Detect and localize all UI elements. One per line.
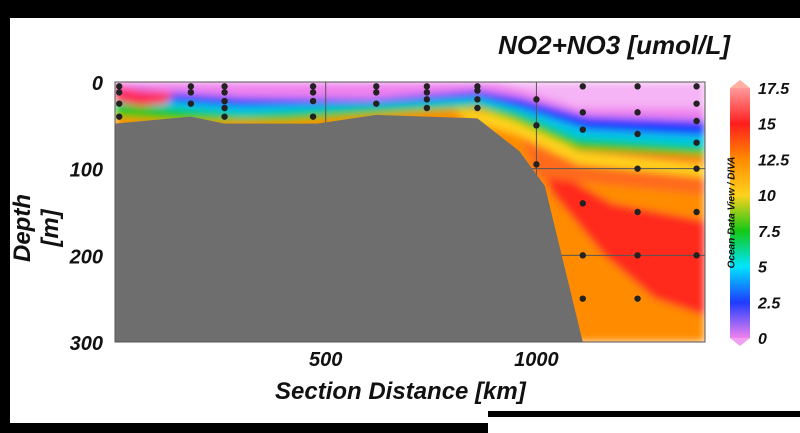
y-tick-label: 100 — [70, 160, 103, 182]
colorbar-tick-labels: 0 2.5 5 7.5 10 12.5 15 17.5 — [757, 81, 790, 348]
station-sample-dot — [373, 100, 380, 107]
station-sample-dot — [116, 83, 123, 90]
field-band — [452, 108, 705, 178]
station-sample-dot — [579, 83, 586, 90]
station-sample-dot — [533, 122, 540, 129]
station-sample-dot — [693, 165, 700, 172]
colorbar-tick-label: 10 — [758, 188, 776, 205]
station-sample-dot — [579, 109, 586, 116]
colorbar-tick-label: 0 — [758, 331, 767, 348]
station-sample-dot — [634, 252, 641, 259]
station-sample-dot — [579, 126, 586, 133]
station-sample-dot — [533, 96, 540, 103]
frame-bottom-bar-right — [488, 411, 800, 417]
frame-top-bar — [0, 0, 800, 18]
station-sample-dot — [221, 83, 228, 90]
colorbar-top-cap — [730, 80, 750, 88]
field-band — [115, 85, 174, 107]
y-tick-label: 200 — [69, 246, 103, 268]
colorbar-tick-label: 2.5 — [757, 295, 781, 312]
station-sample-dot — [634, 295, 641, 302]
y-tick-label: 0 — [92, 73, 103, 95]
station-sample-dot — [693, 100, 700, 107]
colorbar-tick-label: 15 — [758, 117, 777, 134]
station-sample-dot — [634, 165, 641, 172]
station-sample-dot — [423, 96, 431, 103]
station-samples — [116, 83, 700, 302]
station-sample-dot — [309, 89, 317, 96]
station-sample-dot — [634, 208, 641, 216]
x-tick-label: 1000 — [514, 349, 559, 371]
x-tick-label: 500 — [309, 349, 342, 371]
station-sample-dot — [579, 295, 586, 302]
frame-left-bar — [0, 0, 10, 433]
station-sample-dot — [221, 104, 228, 112]
station-sample-dot — [187, 100, 195, 107]
station-sample-dot — [474, 87, 481, 94]
station-sample-dot — [221, 89, 228, 96]
y-axis-label: Depth [m] — [9, 194, 64, 262]
station-sample-dot — [474, 96, 481, 103]
station-sample-dot — [693, 208, 700, 216]
chart-title: NO2+NO3 [umol/L] — [498, 30, 730, 60]
field-band — [536, 160, 705, 316]
station-sample-dot — [579, 200, 586, 207]
station-sample-dot — [423, 83, 431, 90]
station-sample-dot — [579, 252, 586, 259]
station-sample-dot — [116, 113, 123, 120]
colorbar-tick-label: 5 — [758, 260, 768, 277]
colorbar-tick-label: 17.5 — [758, 81, 790, 98]
station-sample-dot — [221, 113, 228, 120]
x-axis-label: Section Distance [km] — [275, 378, 526, 405]
station-sample-dot — [474, 104, 481, 112]
station-sample-dot — [116, 100, 123, 107]
seafloor-bathymetry — [115, 114, 583, 342]
colorbar-bottom-cap — [730, 338, 750, 346]
y-tick-labels: 0 100 200 300 — [69, 73, 103, 355]
station-sample-dot — [309, 97, 317, 105]
station-sample-dot — [423, 104, 431, 112]
station-sample-dot — [693, 252, 700, 259]
plot-frame — [114, 81, 706, 343]
station-sample-dot — [309, 113, 317, 120]
frame-bottom-bar — [0, 423, 488, 433]
colorbar-tick-label: 12.5 — [758, 152, 790, 169]
station-sample-dot — [423, 89, 431, 96]
colorbar-tick-label: 7.5 — [758, 224, 781, 241]
station-sample-dot — [693, 117, 700, 125]
station-sample-dot — [533, 161, 540, 168]
station-sample-dot — [373, 89, 380, 96]
station-sample-dot — [309, 83, 317, 90]
field-band — [494, 82, 705, 108]
x-tick-labels: 500 1000 — [309, 349, 559, 371]
station-sample-dot — [187, 83, 195, 90]
station-sample-dot — [373, 83, 380, 90]
station-sample-dot — [116, 89, 123, 96]
station-sample-dot — [634, 83, 641, 90]
station-sample-dot — [634, 130, 641, 138]
y-tick-label: 300 — [70, 333, 103, 355]
station-sample-dot — [693, 139, 700, 146]
station-sample-dot — [221, 97, 228, 105]
colorbar — [730, 88, 750, 338]
station-sample-dot — [187, 89, 195, 96]
odv-credit: Ocean Data View / DIVA — [726, 156, 738, 269]
station-sample-dot — [693, 83, 700, 90]
station-sample-dot — [634, 109, 641, 116]
